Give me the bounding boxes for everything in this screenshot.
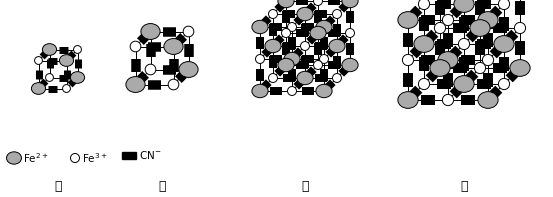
- Circle shape: [419, 78, 430, 90]
- Circle shape: [145, 64, 156, 75]
- Ellipse shape: [297, 71, 313, 85]
- Circle shape: [255, 55, 264, 63]
- Circle shape: [45, 74, 54, 81]
- Ellipse shape: [284, 52, 300, 66]
- Ellipse shape: [7, 152, 22, 164]
- Circle shape: [332, 73, 342, 83]
- Circle shape: [288, 22, 296, 32]
- Ellipse shape: [430, 60, 450, 76]
- Circle shape: [314, 0, 322, 6]
- Ellipse shape: [438, 52, 458, 68]
- Ellipse shape: [398, 12, 418, 28]
- Circle shape: [314, 60, 322, 70]
- Ellipse shape: [179, 61, 198, 77]
- Circle shape: [35, 57, 43, 64]
- Ellipse shape: [278, 0, 294, 8]
- Circle shape: [269, 73, 278, 83]
- Ellipse shape: [265, 39, 281, 53]
- Ellipse shape: [141, 24, 160, 39]
- Ellipse shape: [414, 36, 434, 52]
- Ellipse shape: [329, 39, 345, 53]
- Circle shape: [332, 9, 342, 19]
- Circle shape: [458, 38, 469, 50]
- Circle shape: [435, 22, 446, 34]
- Circle shape: [300, 42, 310, 50]
- Ellipse shape: [70, 72, 85, 83]
- Ellipse shape: [342, 58, 358, 72]
- Ellipse shape: [252, 20, 268, 34]
- Ellipse shape: [316, 20, 332, 34]
- Ellipse shape: [126, 77, 145, 92]
- Circle shape: [74, 46, 81, 53]
- Circle shape: [498, 0, 510, 10]
- Ellipse shape: [59, 55, 74, 66]
- Ellipse shape: [494, 36, 514, 52]
- Circle shape: [281, 29, 290, 37]
- Ellipse shape: [454, 0, 474, 12]
- Ellipse shape: [454, 76, 474, 92]
- Ellipse shape: [278, 58, 294, 72]
- Ellipse shape: [398, 92, 418, 108]
- Text: 丙: 丙: [301, 179, 309, 192]
- Text: 乙: 乙: [158, 179, 166, 192]
- Ellipse shape: [43, 44, 56, 55]
- Text: 丁: 丁: [460, 179, 468, 192]
- Circle shape: [288, 86, 296, 96]
- Ellipse shape: [297, 7, 313, 21]
- Ellipse shape: [310, 26, 326, 40]
- Circle shape: [442, 94, 453, 106]
- Ellipse shape: [478, 12, 498, 28]
- Circle shape: [62, 85, 70, 92]
- Ellipse shape: [510, 60, 530, 76]
- Circle shape: [346, 29, 354, 37]
- Ellipse shape: [316, 84, 332, 98]
- Circle shape: [168, 79, 179, 90]
- Text: Fe$^{3+}$: Fe$^{3+}$: [82, 151, 108, 165]
- Circle shape: [514, 22, 525, 34]
- Ellipse shape: [32, 83, 45, 94]
- Circle shape: [482, 54, 494, 66]
- Text: 甲: 甲: [54, 179, 62, 192]
- Ellipse shape: [252, 84, 268, 98]
- Ellipse shape: [342, 0, 358, 8]
- Ellipse shape: [164, 39, 183, 54]
- Circle shape: [183, 26, 194, 37]
- Circle shape: [419, 0, 430, 10]
- Ellipse shape: [470, 20, 490, 36]
- Circle shape: [269, 9, 278, 19]
- Circle shape: [70, 153, 80, 163]
- Text: CN$^{-}$: CN$^{-}$: [139, 149, 161, 161]
- Circle shape: [474, 62, 486, 74]
- Text: Fe$^{2+}$: Fe$^{2+}$: [23, 151, 49, 165]
- Circle shape: [498, 78, 510, 90]
- Circle shape: [320, 55, 328, 63]
- Circle shape: [130, 41, 141, 52]
- Bar: [122, 151, 136, 159]
- Ellipse shape: [478, 92, 498, 108]
- Circle shape: [403, 54, 414, 66]
- Circle shape: [442, 14, 453, 26]
